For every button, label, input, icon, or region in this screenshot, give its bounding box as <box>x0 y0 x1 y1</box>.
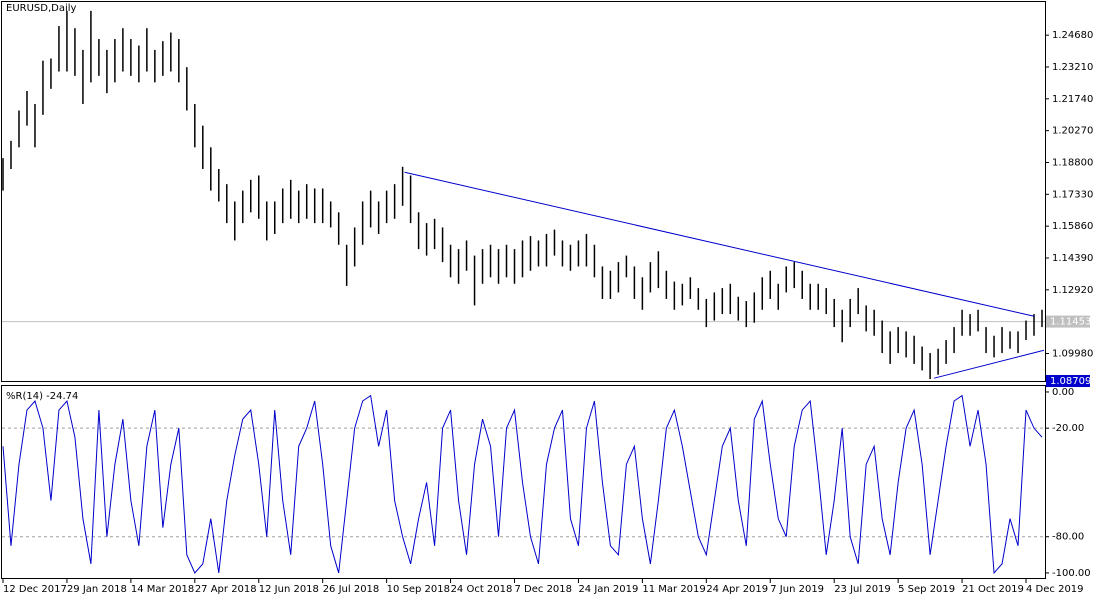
trendline <box>933 349 1045 379</box>
x-tick-label: 21 Oct 2019 <box>962 584 1024 595</box>
x-tick-label: 24 Jan 2019 <box>578 584 638 595</box>
y-tick-label: 1.23210 <box>1052 62 1093 73</box>
x-tick-label: 4 Dec 2019 <box>1026 584 1084 595</box>
x-tick-label: 26 Jul 2018 <box>323 584 380 595</box>
x-tick-label: 7 Jun 2019 <box>770 584 824 595</box>
trendline <box>404 171 1035 317</box>
y-tick-label: 1.17330 <box>1052 189 1093 200</box>
y-tick-label: 0.00 <box>1052 387 1074 398</box>
chart-title: EURUSD,Daily <box>6 3 77 14</box>
y-tick-label: 1.09980 <box>1052 348 1093 359</box>
x-tick-label: 24 Apr 2019 <box>706 584 768 595</box>
low-price-label: 1.08709 <box>1050 376 1091 387</box>
x-tick-label: 12 Dec 2017 <box>3 584 67 595</box>
x-tick-label: 24 Oct 2018 <box>451 584 513 595</box>
x-tick-label: 23 Jul 2019 <box>834 584 891 595</box>
x-tick-label: 10 Sep 2018 <box>387 584 450 595</box>
current-price-label: 1.11453 <box>1050 317 1091 328</box>
y-tick-label: 1.15860 <box>1052 221 1093 232</box>
y-tick-label: 1.18800 <box>1052 157 1093 168</box>
y-tick-label: -80.00 <box>1052 532 1084 543</box>
x-tick-label: 5 Sep 2019 <box>898 584 955 595</box>
x-tick-label: 12 Jun 2018 <box>259 584 319 595</box>
current-price-box <box>1046 315 1090 328</box>
y-tick-label: 1.12920 <box>1052 285 1093 296</box>
x-tick-label: 27 Apr 2018 <box>195 584 257 595</box>
y-tick-label: -20.00 <box>1052 423 1084 434</box>
x-tick-label: 14 Mar 2018 <box>131 584 194 595</box>
y-tick-label: 1.21740 <box>1052 94 1093 105</box>
y-tick-label: -100.00 <box>1052 568 1091 579</box>
x-tick-label: 29 Jan 2018 <box>67 584 127 595</box>
williams-r-line <box>2 394 1043 575</box>
y-tick-label: 1.20270 <box>1052 126 1093 137</box>
x-tick-label: 7 Dec 2018 <box>515 584 573 595</box>
y-tick-label: 1.24680 <box>1052 30 1093 41</box>
indicator-title: %R(14) -24.74 <box>6 391 78 402</box>
price-frame <box>1 1 1046 382</box>
y-tick-label: 1.14390 <box>1052 253 1093 264</box>
low-price-box <box>1046 375 1090 388</box>
indicator-frame <box>1 385 1046 579</box>
x-tick-label: 11 Mar 2019 <box>642 584 705 595</box>
